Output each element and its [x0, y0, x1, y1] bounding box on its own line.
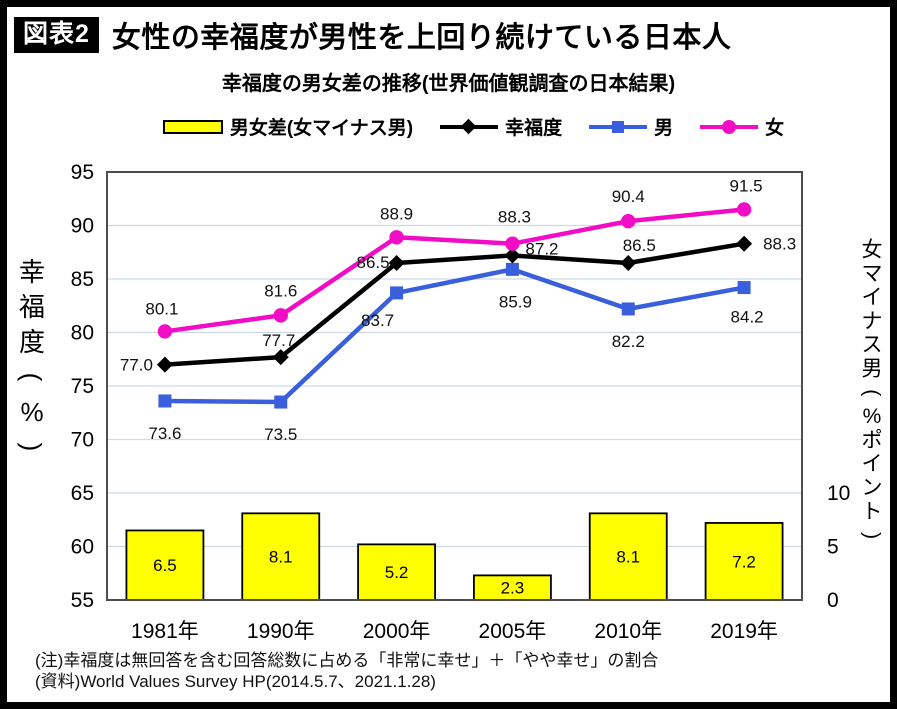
- svg-text:0: 0: [827, 589, 839, 612]
- svg-text:95: 95: [71, 161, 94, 184]
- svg-text:75: 75: [71, 375, 94, 398]
- svg-text:80.1: 80.1: [145, 299, 178, 318]
- svg-text:2019年: 2019年: [710, 620, 778, 643]
- svg-text:90.4: 90.4: [612, 187, 645, 206]
- svg-text:55: 55: [71, 589, 94, 612]
- svg-text:度: 度: [19, 327, 45, 357]
- legend-men-marker: [589, 119, 648, 135]
- svg-text:幸: 幸: [19, 257, 45, 287]
- svg-text:83.7: 83.7: [361, 311, 394, 330]
- svg-text:80: 80: [71, 322, 94, 345]
- legend-bar-swatch: [162, 119, 223, 134]
- svg-text:): ): [17, 443, 47, 452]
- svg-text:73.6: 73.6: [148, 424, 181, 443]
- svg-text:): ): [861, 532, 884, 539]
- plot-frame: [106, 171, 803, 601]
- line-data-labels: 77.0 77.7 86.5 87.2 86.5 88.3 73.6 73.5 83.7 85.9…: [120, 176, 796, 444]
- bars-gender-gap: 6.5 8.1 5.2 2.3 8.1 7.2: [125, 512, 784, 601]
- svg-text:イ: イ: [862, 453, 883, 476]
- figure-number-badge: 図表2: [14, 17, 99, 53]
- legend-label-gender-gap: 男女差(女マイナス男): [229, 118, 414, 139]
- left-axis-ticks: 95 90 85 80 75 70 65 60 55: [71, 161, 94, 612]
- line-series-men: [158, 262, 751, 409]
- svg-text:ナ: ナ: [862, 310, 883, 333]
- title-row: 図表2 女性の幸福度が男性を上回り続けている日本人: [14, 14, 731, 56]
- legend-happiness-marker: [440, 118, 499, 135]
- svg-text:6.5: 6.5: [153, 556, 177, 575]
- svg-text:91.5: 91.5: [730, 176, 763, 195]
- footnotes: (注)幸福度は無回答を含む回答総数に占める「非常に幸せ」＋「やや幸せ」の割合 (…: [35, 650, 658, 692]
- svg-text:88.3: 88.3: [498, 208, 531, 227]
- line-series-happiness: [156, 235, 753, 373]
- svg-text:5.2: 5.2: [385, 563, 409, 582]
- svg-text:77.7: 77.7: [262, 331, 295, 350]
- svg-text:福: 福: [19, 292, 45, 322]
- legend-item-happiness: 幸福度: [440, 113, 562, 140]
- x-axis-labels: 1981年 1990年 2000年 2005年 2010年 2019年: [131, 620, 778, 643]
- svg-text:2010年: 2010年: [594, 620, 662, 643]
- svg-text:8.1: 8.1: [269, 548, 293, 567]
- svg-text:ン: ン: [862, 477, 883, 500]
- note-line: (注)幸福度は無回答を含む回答総数に占める「非常に幸せ」＋「やや幸せ」の割合: [35, 651, 659, 670]
- legend-women-marker: [700, 119, 759, 135]
- svg-text:86.5: 86.5: [623, 236, 656, 255]
- combo-chart-svg: 6.5 8.1 5.2 2.3 8.1 7.2 77.0 77.7 86.5 87.2 86.5 88…: [17, 161, 884, 643]
- svg-text:88.3: 88.3: [763, 235, 796, 254]
- svg-text:60: 60: [71, 536, 94, 559]
- svg-text:1981年: 1981年: [131, 620, 199, 643]
- svg-text:84.2: 84.2: [731, 308, 764, 327]
- gridlines: [107, 224, 802, 548]
- svg-text:(: (: [17, 373, 47, 382]
- svg-text:65: 65: [71, 482, 94, 505]
- svg-text:ス: ス: [862, 334, 883, 357]
- chart-legend: 男女差(女マイナス男) 幸福度 男 女: [7, 113, 890, 140]
- svg-text:男: 男: [862, 358, 883, 381]
- legend-item-men: 男: [589, 113, 673, 140]
- svg-text:マ: マ: [862, 262, 883, 285]
- legend-label-men: 男: [654, 118, 674, 139]
- svg-text:73.5: 73.5: [264, 425, 297, 444]
- svg-text:(: (: [861, 389, 884, 396]
- svg-text:2.3: 2.3: [501, 579, 525, 598]
- svg-text:ト: ト: [862, 500, 883, 523]
- right-axis-ticks: 10 5 0: [827, 482, 850, 612]
- svg-text:85.9: 85.9: [499, 292, 532, 311]
- line-series-women: [157, 202, 752, 339]
- svg-text:ポ: ポ: [862, 429, 883, 452]
- legend-label-women: 女: [765, 118, 785, 139]
- svg-text:10: 10: [827, 482, 850, 505]
- left-axis-title: 幸福度 (%): [17, 257, 47, 451]
- svg-text:87.2: 87.2: [525, 239, 558, 258]
- chart-subtitle: 幸福度の男女差の推移(世界価値観調査の日本結果): [221, 73, 676, 95]
- legend-item-gender-gap: 男女差(女マイナス男): [162, 113, 414, 140]
- svg-text:86.5: 86.5: [356, 253, 389, 272]
- svg-text:1990年: 1990年: [247, 620, 315, 643]
- legend-item-women: 女: [700, 113, 784, 140]
- svg-text:7.2: 7.2: [732, 552, 756, 571]
- svg-text:88.9: 88.9: [380, 204, 413, 223]
- svg-text:81.6: 81.6: [264, 281, 297, 300]
- chart-area: 6.5 8.1 5.2 2.3 8.1 7.2 77.0 77.7 86.5 87.2 86.5 88…: [7, 152, 890, 652]
- svg-text:イ: イ: [862, 286, 883, 309]
- svg-text:5: 5: [827, 536, 839, 559]
- svg-text:女: 女: [862, 239, 883, 262]
- svg-text:2000年: 2000年: [363, 620, 431, 643]
- svg-text:%: %: [863, 405, 882, 428]
- svg-text:90: 90: [71, 215, 94, 238]
- source-line: (資料)World Values Survey HP(2014.5.7、2021…: [35, 672, 436, 691]
- svg-text:%: %: [20, 397, 43, 427]
- svg-text:8.1: 8.1: [616, 548, 640, 567]
- svg-text:85: 85: [71, 268, 94, 291]
- legend-label-happiness: 幸福度: [505, 118, 563, 139]
- svg-text:70: 70: [71, 429, 94, 452]
- page-title: 女性の幸福度が男性を上回り続けている日本人: [111, 22, 732, 54]
- svg-text:82.2: 82.2: [612, 332, 645, 351]
- svg-text:77.0: 77.0: [120, 356, 153, 375]
- svg-text:2005年: 2005年: [479, 620, 547, 643]
